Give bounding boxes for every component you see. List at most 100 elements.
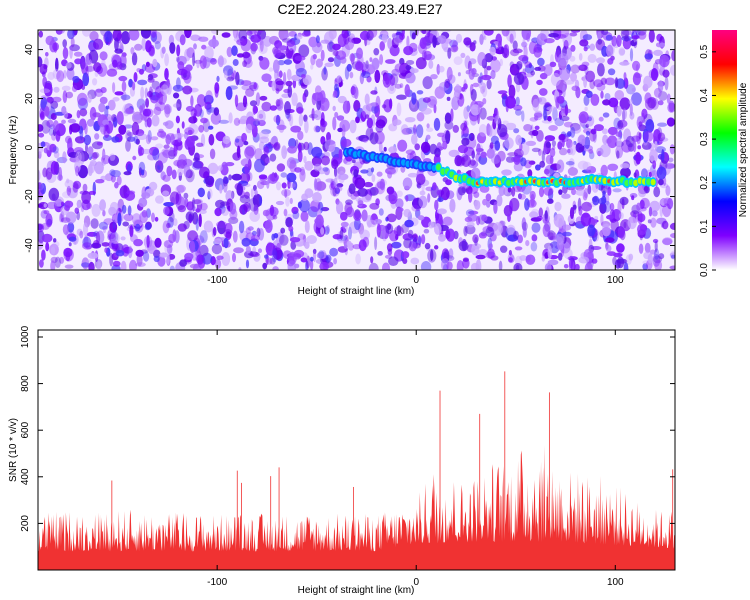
noise-blob	[93, 62, 102, 73]
noise-blob	[669, 265, 675, 270]
noise-blob	[415, 57, 427, 70]
noise-blob	[272, 215, 278, 220]
noise-blob	[605, 138, 612, 144]
noise-blob	[114, 91, 124, 96]
noise-blob	[653, 49, 663, 57]
noise-blob	[529, 190, 536, 200]
noise-blob	[403, 238, 412, 249]
noise-blob	[637, 145, 642, 150]
noise-blob	[528, 62, 532, 69]
noise-blob	[543, 64, 553, 76]
noise-blob	[232, 252, 236, 263]
noise-blob	[48, 127, 54, 136]
noise-blob	[602, 200, 611, 213]
noise-blob	[62, 90, 68, 103]
noise-blob	[619, 196, 629, 206]
noise-blob	[245, 88, 255, 97]
noise-blob	[38, 181, 44, 191]
noise-blob	[258, 131, 269, 140]
noise-blob	[199, 55, 207, 70]
noise-blob	[204, 101, 212, 110]
noise-blob	[644, 53, 653, 60]
noise-blob	[391, 68, 401, 76]
noise-blob	[455, 33, 463, 44]
noise-blob	[61, 191, 72, 199]
noise-blob	[500, 245, 508, 253]
noise-blob	[485, 200, 491, 208]
noise-blob	[666, 117, 675, 127]
noise-blob	[196, 59, 200, 69]
noise-blob	[280, 172, 288, 178]
noise-blob	[105, 105, 110, 110]
noise-blob	[405, 72, 416, 84]
noise-blob	[486, 65, 492, 71]
noise-blob	[478, 82, 487, 90]
noise-blob	[164, 105, 171, 118]
noise-blob	[570, 30, 581, 33]
noise-blob	[486, 123, 491, 136]
noise-blob	[62, 39, 67, 48]
snr-panel: -100 0 100 200 400 600 800 1000 Height of stra…	[8, 325, 676, 596]
noise-blob	[111, 54, 122, 68]
noise-blob	[287, 113, 292, 122]
noise-blob	[126, 132, 134, 137]
noise-blob	[192, 197, 196, 212]
noise-blob	[301, 193, 308, 201]
noise-blob	[525, 255, 531, 262]
noise-blob	[245, 259, 250, 269]
noise-blob	[226, 76, 235, 82]
noise-blob	[301, 31, 311, 37]
noise-blob	[262, 262, 268, 270]
noise-blob	[379, 41, 386, 51]
noise-blob	[168, 146, 174, 159]
noise-blob	[333, 258, 337, 265]
noise-blob	[87, 94, 92, 103]
noise-blob	[275, 99, 281, 107]
noise-blob	[130, 47, 135, 55]
noise-blob	[600, 77, 607, 86]
noise-blob	[602, 128, 608, 135]
noise-blob	[620, 163, 630, 169]
noise-blob	[570, 125, 582, 134]
noise-blob	[41, 233, 53, 243]
noise-blob	[562, 32, 572, 47]
noise-blob	[160, 132, 167, 139]
noise-blob	[605, 34, 613, 41]
noise-blob	[568, 255, 574, 269]
noise-blob	[49, 143, 57, 153]
noise-blob	[222, 175, 228, 187]
noise-blob	[258, 141, 265, 151]
noise-blob	[269, 105, 277, 111]
noise-blob	[407, 229, 414, 239]
noise-blob	[106, 68, 118, 77]
noise-blob	[133, 114, 142, 121]
noise-blob	[481, 214, 488, 222]
noise-blob	[354, 217, 361, 231]
noise-blob	[129, 259, 137, 270]
noise-blob	[547, 245, 552, 260]
noise-blob	[52, 146, 59, 154]
noise-blob	[76, 200, 81, 209]
noise-blob	[548, 33, 560, 38]
noise-blob	[162, 174, 171, 182]
noise-blob	[206, 103, 212, 115]
noise-blob	[349, 71, 354, 79]
noise-blob	[423, 50, 432, 61]
noise-blob	[669, 222, 675, 230]
noise-blob	[150, 136, 159, 141]
noise-blob	[662, 203, 672, 218]
noise-blob	[200, 202, 208, 211]
noise-blob	[585, 130, 591, 136]
noise-blob	[46, 167, 53, 180]
noise-blob	[599, 202, 607, 214]
noise-blob	[250, 42, 258, 52]
noise-blob	[125, 139, 131, 152]
noise-blob	[88, 49, 99, 64]
noise-blob	[177, 68, 188, 76]
noise-blob	[629, 48, 634, 62]
noise-blob	[583, 46, 588, 52]
noise-blob	[198, 166, 210, 179]
noise-blob	[288, 225, 294, 232]
noise-blob	[430, 74, 438, 80]
noise-blob	[82, 30, 92, 37]
